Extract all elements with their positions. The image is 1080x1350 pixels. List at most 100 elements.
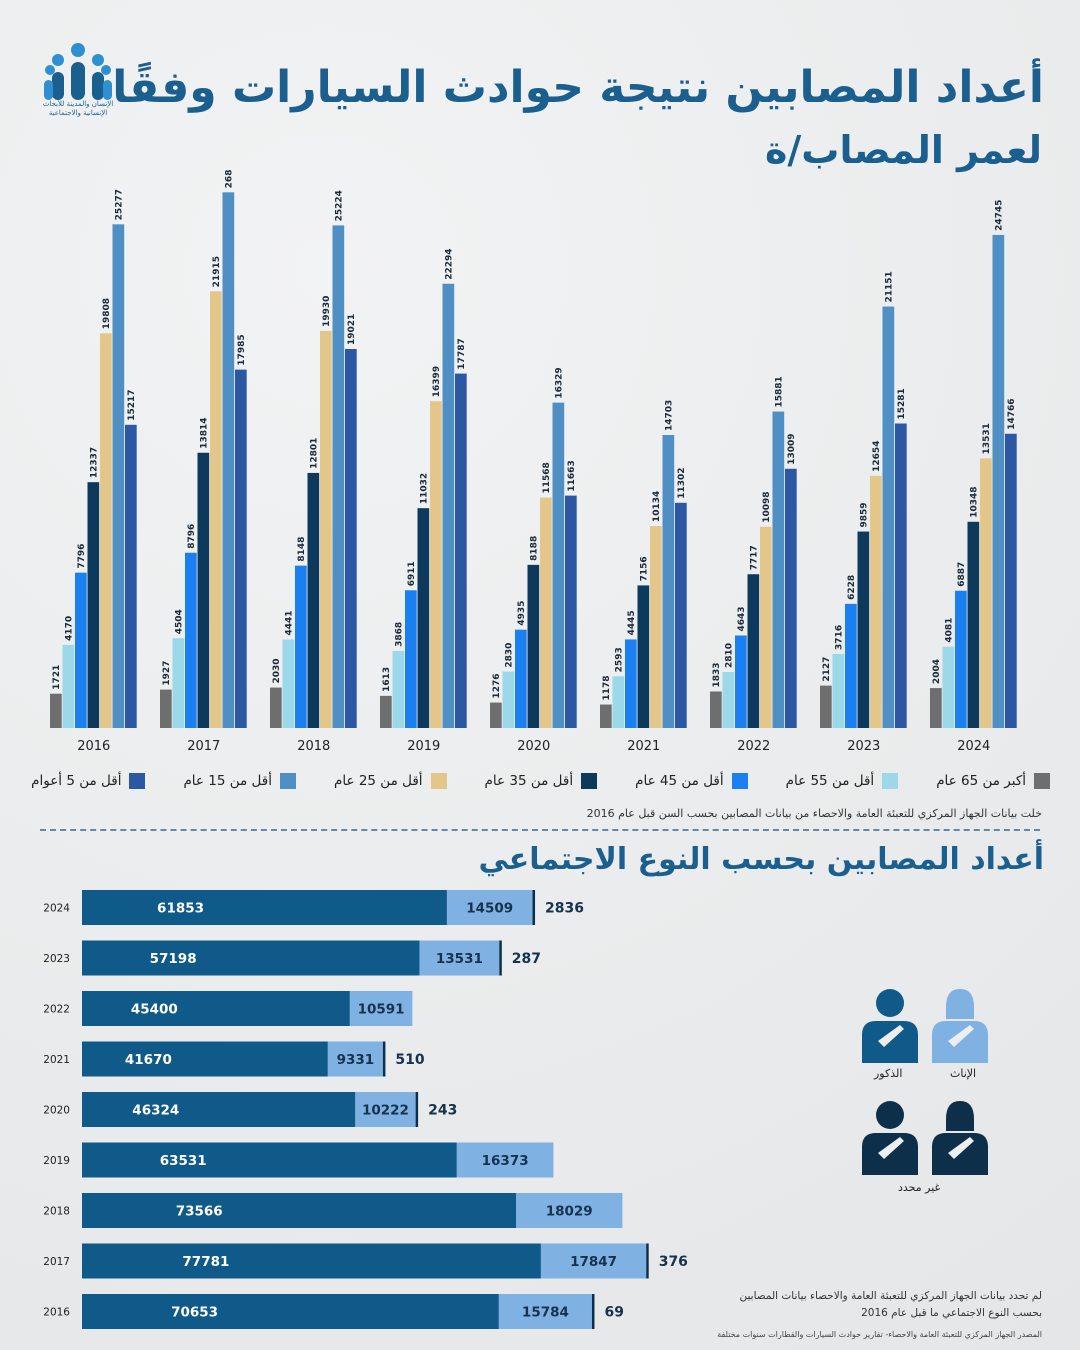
age-bar xyxy=(820,685,832,728)
age-bar xyxy=(405,590,417,728)
age-bar xyxy=(75,572,87,728)
age-bar xyxy=(185,552,197,728)
gender-bar-label: 73566 xyxy=(176,1204,223,1220)
gender-bar-segment xyxy=(82,1294,499,1329)
legend-swatch xyxy=(882,773,899,789)
section-divider xyxy=(40,829,1040,831)
age-bar-label: 8188 xyxy=(530,536,540,561)
age-bar xyxy=(845,603,857,728)
legend-label: أقل من 55 عام xyxy=(785,773,875,789)
age-bar-label: 21915 xyxy=(212,256,222,287)
age-bar xyxy=(980,458,992,728)
gender-bar-segment xyxy=(446,890,533,925)
gender-bar-label: 18029 xyxy=(546,1204,593,1220)
gender-bar-label: 376 xyxy=(659,1254,688,1270)
organization-logo xyxy=(44,43,112,100)
legend-swatch xyxy=(1034,773,1050,789)
age-bar xyxy=(650,526,662,728)
gender-bar-segment xyxy=(499,940,502,976)
gender-bar-label: 41670 xyxy=(125,1052,172,1068)
age-bar-label: 6228 xyxy=(847,575,857,600)
age-bar xyxy=(895,423,907,728)
page-title: أعداد المصابين نتيجة حوادث السيارات وفقً… xyxy=(112,62,1044,113)
age-bar xyxy=(527,564,540,728)
age-bar-label: 2593 xyxy=(615,647,625,672)
age-bar xyxy=(785,468,797,728)
gender-year-label: 2019 xyxy=(43,1155,70,1167)
age-bar xyxy=(442,283,455,728)
age-bar-label: 3868 xyxy=(395,622,405,647)
gender-bar-label: 70653 xyxy=(171,1305,218,1321)
age-bar-label: 4170 xyxy=(65,616,75,641)
gender-bar-label: 15784 xyxy=(522,1305,569,1321)
age-bar xyxy=(710,691,722,728)
age-bar-label: 4935 xyxy=(517,601,527,626)
gender-bar-label: 77781 xyxy=(182,1254,229,1270)
legend-item: أقل من 15 عام xyxy=(183,768,296,794)
female-person-icon xyxy=(932,989,988,1063)
gender-bar-label: 14509 xyxy=(466,901,513,917)
age-bar-label: 19021 xyxy=(347,314,357,345)
gender-bar-label: 2836 xyxy=(545,901,584,917)
age-bar xyxy=(455,373,467,728)
age-bar xyxy=(502,671,515,728)
gender-year-label: 2020 xyxy=(43,1105,70,1117)
gender-bar-segment xyxy=(82,940,420,976)
age-bar-label: 2127 xyxy=(822,657,832,682)
gender-bar-segment xyxy=(82,991,350,1026)
gender-bar-label: 63531 xyxy=(160,1153,207,1169)
age-bar-label: 13531 xyxy=(982,423,992,454)
legend-item: أكبر من 65 عام xyxy=(936,768,1050,794)
page-title-line2: لعمر المصاب/ة xyxy=(764,128,1042,172)
year-tick-label: 2021 xyxy=(627,739,660,754)
age-bar-label: 1927 xyxy=(162,661,172,686)
age-bar-label: 1833 xyxy=(712,662,722,687)
gender-bar-segment xyxy=(415,1092,419,1127)
age-bar xyxy=(50,693,62,728)
source-note: المصدر الجهاز المركزي للتعبئة العامة وال… xyxy=(717,1330,1042,1339)
age-bar-label: 13814 xyxy=(200,417,210,448)
gender-bar-segment xyxy=(532,890,536,925)
gender-bar-chart: 2024 61853 14509 2836 2023 57198 13531 287 2022 4… xyxy=(43,890,688,1329)
age-bar-label: 1613 xyxy=(382,667,392,692)
gender-bar-segment xyxy=(382,1041,386,1077)
age-bar xyxy=(380,695,392,728)
age-bar xyxy=(345,348,357,728)
year-tick-label: 2016 xyxy=(77,739,110,754)
age-bar xyxy=(552,402,565,728)
age-bar-label: 12801 xyxy=(310,438,320,469)
age-bar xyxy=(210,291,222,728)
age-bar xyxy=(955,590,967,728)
age-bar xyxy=(832,653,845,728)
age-bar xyxy=(125,424,137,728)
age-bar xyxy=(282,639,295,728)
age-bar-label: 10134 xyxy=(652,491,662,522)
age-bar xyxy=(882,306,895,728)
age-bar xyxy=(112,224,125,728)
age-bar-label: 2830 xyxy=(505,643,515,668)
age-bar-label: 13009 xyxy=(787,433,797,464)
age-bar xyxy=(942,646,955,728)
age-bar xyxy=(270,687,282,728)
age-legend: أقل من 5 أعوام أقل من 15 عام أقل من 25 عام… xyxy=(0,768,1050,794)
age-bar-label: 11663 xyxy=(567,460,577,491)
gender-year-label: 2016 xyxy=(43,1307,70,1319)
age-bar xyxy=(662,435,675,728)
age-bar xyxy=(735,635,747,728)
unknown-icon-label: غير محدد xyxy=(898,1181,941,1194)
legend-swatch xyxy=(129,773,146,789)
age-bar-label: 19930 xyxy=(322,296,332,327)
age-bar xyxy=(565,495,577,728)
age-bar xyxy=(637,585,650,728)
age-bar xyxy=(1005,433,1017,728)
gender-data-note: لم تحدد بيانات الجهاز المركزي للتعبئة ال… xyxy=(712,1288,1043,1322)
age-bar-label: 24745 xyxy=(995,200,1005,231)
age-bar-label: 8148 xyxy=(297,537,307,562)
age-data-note: خلت بيانات الجهاز المركزي للتعبئة العامة… xyxy=(586,807,1042,820)
age-bar-label: 25224 xyxy=(335,190,345,221)
age-bar-label: 4643 xyxy=(737,606,747,631)
gender-year-label: 2018 xyxy=(43,1206,70,1218)
age-bar xyxy=(612,676,625,728)
gender-year-label: 2021 xyxy=(43,1054,70,1066)
gender-bar-segment xyxy=(82,1243,541,1279)
